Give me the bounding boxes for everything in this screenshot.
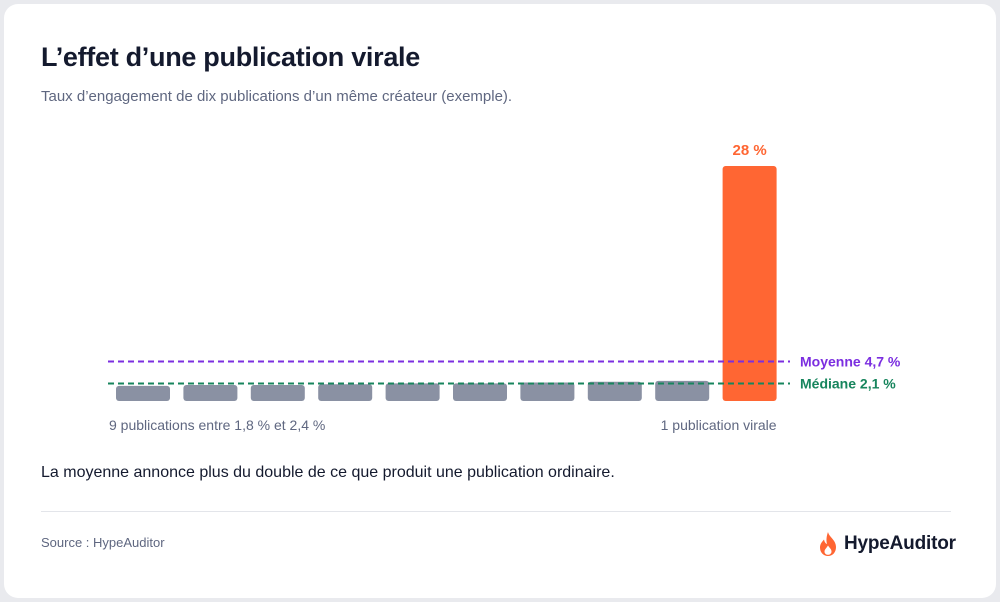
source-note: Source : HypeAuditor: [41, 535, 165, 550]
footer-divider: [41, 511, 951, 512]
bar: [250, 385, 305, 401]
bar: [183, 385, 238, 401]
bar: [655, 380, 710, 401]
group-label-ordinary: 9 publications entre 1,8 % et 2,4 %: [109, 417, 325, 433]
bar: [587, 381, 642, 401]
mean-label: Moyenne 4,7 %: [800, 354, 901, 370]
bar: [453, 383, 507, 401]
data-label: 28 %: [732, 142, 766, 159]
chart-title: L’effet d’une publication virale: [41, 42, 420, 72]
median-label: Médiane 2,1 %: [800, 376, 896, 392]
bar: [318, 384, 373, 401]
brand-name: HypeAuditor: [844, 533, 956, 554]
flame-icon: [820, 532, 836, 556]
chart-card: [4, 4, 996, 598]
chart-subtitle: Taux d’engagement de dix publications d’…: [41, 88, 513, 105]
bar-chart: Moyenne 4,7 % Médiane 2,1 % 28 % 9 publicat…: [108, 142, 901, 433]
brand-logo: HypeAuditor: [818, 529, 956, 559]
bar: [520, 382, 575, 401]
chart-caption: La moyenne annonce plus du double de ce …: [41, 464, 615, 481]
viral-bar: [722, 166, 777, 401]
bar: [385, 383, 440, 401]
group-label-viral: 1 publication virale: [661, 417, 777, 433]
bar: [116, 385, 170, 401]
